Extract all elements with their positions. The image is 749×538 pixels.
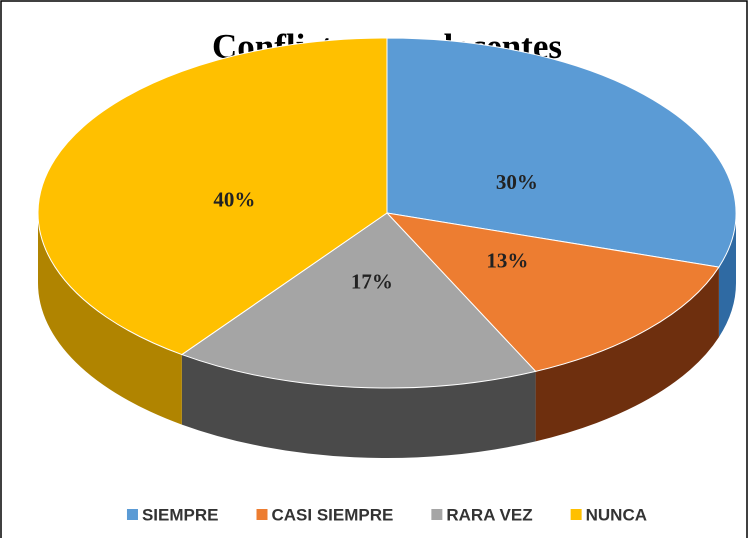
slice bbox=[386, 37, 737, 268]
legend-label: NUNCA bbox=[586, 505, 647, 524]
value-label: 17% bbox=[351, 270, 393, 294]
slice-side bbox=[535, 267, 719, 442]
value-label: 13% bbox=[486, 248, 528, 272]
value-label: 30% bbox=[496, 170, 538, 194]
legend-swatch bbox=[126, 509, 138, 520]
slice-side bbox=[181, 354, 536, 458]
legend-label: CASI SIEMPRE bbox=[272, 505, 394, 524]
legend-label: RARA VEZ bbox=[446, 505, 532, 524]
legend-swatch bbox=[256, 509, 268, 520]
slice-side bbox=[718, 213, 736, 338]
slice bbox=[37, 37, 388, 356]
value-label: 40% bbox=[213, 187, 255, 211]
legend-label: SIEMPRE bbox=[142, 505, 219, 524]
slice bbox=[180, 212, 537, 389]
legend-swatch bbox=[570, 509, 582, 520]
slice bbox=[385, 212, 720, 372]
slice-side bbox=[38, 213, 182, 425]
legend-swatch bbox=[431, 509, 443, 520]
